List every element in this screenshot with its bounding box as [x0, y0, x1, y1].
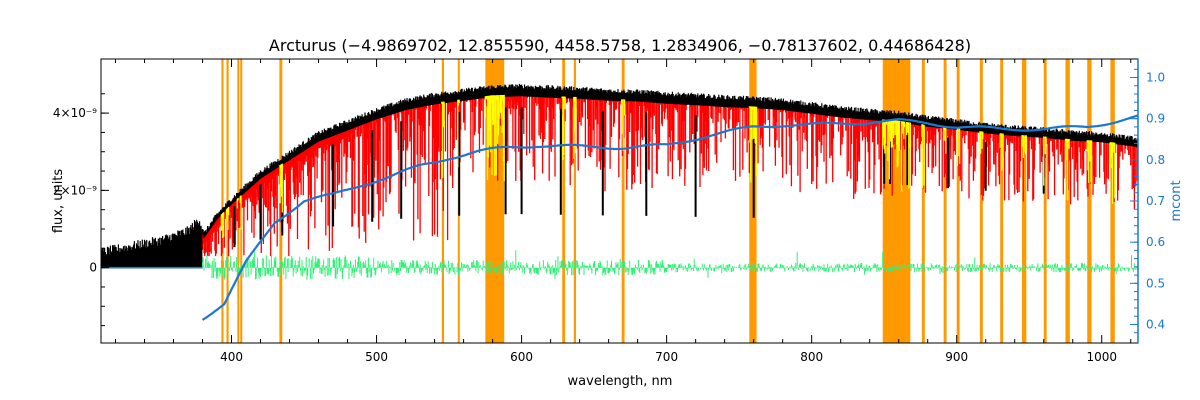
mask-band	[943, 59, 947, 343]
mcont-line	[201, 114, 1138, 321]
y-right-tick-label: 0.6	[1146, 235, 1165, 249]
mask-band	[279, 59, 283, 343]
residual-trace	[202, 250, 1138, 283]
mask-band	[226, 59, 229, 343]
mask-band	[956, 59, 960, 343]
mask-band	[573, 59, 576, 343]
y-right-tick-label: 0.5	[1146, 276, 1165, 290]
mask-band	[921, 59, 925, 343]
y-right-tick-label: 0.9	[1146, 112, 1165, 126]
y-axis-left: 4×10⁻⁹ 2×10⁻⁹ 0	[53, 93, 109, 327]
mask-band	[621, 59, 625, 343]
mask-band	[1000, 59, 1004, 343]
y-tick-label: 2×10⁻⁹	[53, 183, 97, 197]
mask-band	[562, 59, 566, 343]
x-tick-label: 700	[655, 350, 678, 364]
x-axis-label: wavelength, nm	[568, 374, 673, 389]
observed-spectrum	[101, 83, 1138, 269]
x-axis: 400 500 600 700 800 900 1000	[115, 59, 1132, 364]
mask-band	[1043, 59, 1047, 343]
chart-title: Arcturus (−4.9869702, 12.855590, 4458.57…	[269, 36, 971, 55]
mask-band	[1065, 59, 1070, 343]
mask-band	[221, 59, 224, 343]
y-right-tick-label: 0.7	[1146, 194, 1165, 208]
mcont-curve	[101, 114, 1138, 321]
mask-band	[979, 59, 983, 343]
y-right-tick-label: 1.0	[1146, 71, 1165, 85]
y-tick-label: 4×10⁻⁹	[53, 106, 97, 120]
masked-model-trace	[220, 94, 1116, 238]
x-tick-label: 1000	[1086, 350, 1117, 364]
x-tick-label: 800	[800, 350, 823, 364]
mask-band	[1021, 59, 1027, 343]
x-tick-label: 900	[945, 350, 968, 364]
x-tick-label: 400	[220, 350, 243, 364]
x-tick-label: 600	[510, 350, 533, 364]
y-axis-label: flux, units	[51, 169, 66, 234]
x-tick-label: 500	[365, 350, 388, 364]
y-right-tick-label: 0.8	[1146, 153, 1165, 167]
y-axis-right: 0.4 0.5 0.6 0.7 0.8 0.9 1.0	[1130, 68, 1165, 334]
mask-band	[882, 59, 911, 343]
y-right-tick-label: 0.4	[1146, 317, 1165, 331]
y-tick-label: 0	[89, 261, 97, 275]
mask-band	[1087, 59, 1092, 343]
residual-spectrum	[202, 250, 1138, 283]
masked-model-spectrum	[220, 94, 1116, 238]
y-axis-right-label: mcont	[1169, 180, 1184, 221]
